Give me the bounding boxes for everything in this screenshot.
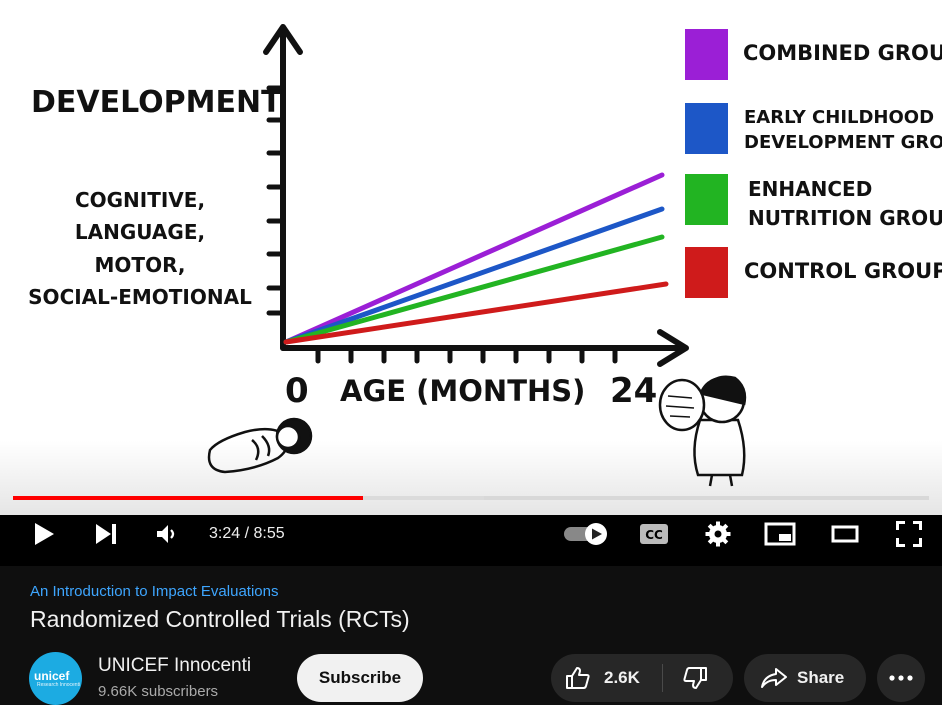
progress-bar[interactable] xyxy=(13,496,929,500)
avatar-logo-subtext: Research Innocenti xyxy=(37,682,81,688)
legend-swatch-combined xyxy=(685,29,728,80)
video-title: Randomized Controlled Trials (RCTs) xyxy=(30,606,410,632)
x-axis-end-label: 24 xyxy=(610,371,657,411)
legend-label-nutrition: ENHANCED xyxy=(748,177,872,201)
legend-label-control: CONTROL GROUP xyxy=(744,259,942,283)
avatar-logo-text: unicef xyxy=(34,669,70,683)
channel-name[interactable]: UNICEF Innocenti xyxy=(98,655,252,676)
subscribe-button[interactable]: Subscribe xyxy=(297,654,423,702)
line-combined-group xyxy=(283,172,665,345)
miniplayer-button[interactable] xyxy=(758,515,802,552)
x-axis-arrow xyxy=(657,329,689,367)
toddler-illustration xyxy=(658,375,747,487)
like-dislike-group: 2.6K xyxy=(551,654,733,702)
theater-icon xyxy=(831,525,859,542)
like-divider xyxy=(662,664,663,692)
progress-played xyxy=(13,496,363,500)
playlist-link[interactable]: An Introduction to Impact Evaluations xyxy=(30,583,279,600)
line-control-group xyxy=(283,281,669,345)
share-icon xyxy=(761,668,787,688)
x-axis-ticks xyxy=(315,345,618,364)
x-axis-start-label: 0 xyxy=(285,371,309,411)
y-axis-arrow xyxy=(263,24,303,55)
play-icon xyxy=(35,522,54,545)
volume-button[interactable] xyxy=(145,515,189,552)
y-axis-subtitle-line: COGNITIVE, xyxy=(75,188,205,212)
play-button[interactable] xyxy=(22,515,66,552)
video-frame[interactable]: DEVELOPMENT COGNITIVE, LANGUAGE, MOTOR, … xyxy=(0,0,942,515)
captions-icon: CC xyxy=(640,523,668,544)
y-axis-ticks xyxy=(266,85,286,316)
y-axis-subtitle-line: LANGUAGE, xyxy=(75,220,205,244)
more-horizontal-icon xyxy=(889,675,913,681)
thumbs-up-icon xyxy=(566,667,590,689)
chart-illustration: DEVELOPMENT COGNITIVE, LANGUAGE, MOTOR, … xyxy=(28,24,942,487)
volume-icon xyxy=(157,524,175,543)
dislike-button[interactable] xyxy=(663,654,733,702)
time-display: 3:24 / 8:55 xyxy=(209,525,285,542)
legend-swatch-control xyxy=(685,247,728,298)
subscriber-count: 9.66K subscribers xyxy=(98,683,219,700)
like-button[interactable]: 2.6K xyxy=(551,654,662,702)
legend-label-ecd: DEVELOPMENT GROUP xyxy=(744,132,942,153)
video-info: An Introduction to Impact Evaluations Ra… xyxy=(0,566,942,705)
captions-button[interactable]: CC xyxy=(632,515,676,552)
baby-illustration xyxy=(207,417,313,474)
line-nutrition-group xyxy=(283,234,665,345)
fullscreen-button[interactable] xyxy=(887,515,931,552)
legend-label-nutrition: NUTRITION GROUP xyxy=(748,206,942,230)
settings-button[interactable] xyxy=(696,515,740,552)
legend-swatch-nutrition xyxy=(685,174,728,225)
legend-swatch-ecd xyxy=(685,103,728,154)
more-actions-button[interactable] xyxy=(877,654,925,702)
next-icon xyxy=(96,523,116,544)
share-label: Share xyxy=(797,668,845,687)
thumbs-down-icon xyxy=(683,667,707,689)
like-count: 2.6K xyxy=(604,668,640,687)
next-button[interactable] xyxy=(84,515,128,552)
line-ecd-group xyxy=(283,206,665,345)
controls-gradient xyxy=(0,440,942,515)
share-button[interactable]: Share xyxy=(744,654,866,702)
fullscreen-icon xyxy=(896,520,922,547)
svg-text:CC: CC xyxy=(645,528,663,542)
settings-icon xyxy=(705,521,731,546)
autoplay-toggle-icon xyxy=(564,522,607,545)
y-axis-subtitle-line: SOCIAL-EMOTIONAL xyxy=(28,285,252,309)
x-axis-label: AGE (MONTHS) xyxy=(340,374,585,408)
player-controls: 3:24 / 8:55 CC xyxy=(0,515,942,566)
y-axis-title: DEVELOPMENT xyxy=(31,85,282,120)
channel-avatar[interactable]: unicef Research Innocenti xyxy=(29,652,82,705)
legend-label-combined: COMBINED GROUP xyxy=(743,41,942,65)
theater-button[interactable] xyxy=(823,515,867,552)
y-axis-subtitle-line: MOTOR, xyxy=(95,253,186,277)
autoplay-toggle[interactable] xyxy=(560,515,610,552)
legend-label-ecd: EARLY CHILDHOOD xyxy=(744,107,934,128)
miniplayer-icon xyxy=(764,522,796,545)
